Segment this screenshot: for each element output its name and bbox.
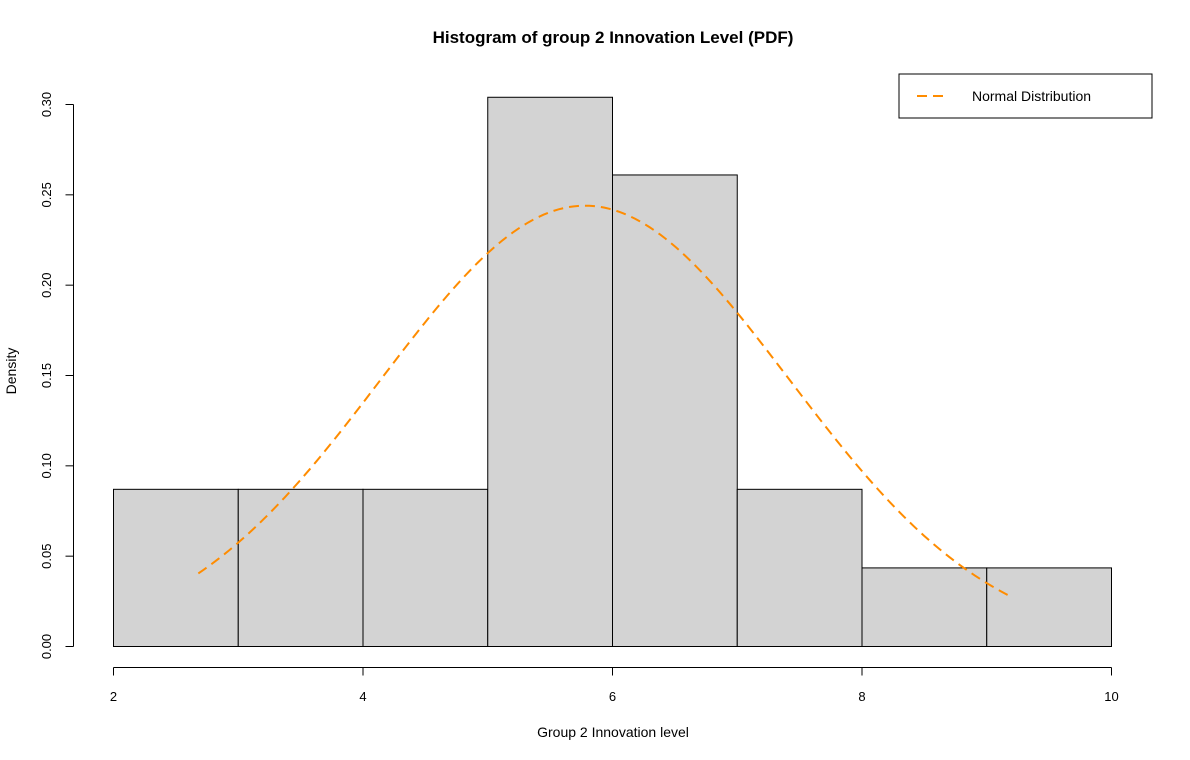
histogram-bar-0 xyxy=(113,488,239,647)
x-tick-label-6: 6 xyxy=(609,689,616,704)
histogram-bar-4 xyxy=(612,174,738,648)
x-axis-label: Group 2 Innovation level xyxy=(537,724,689,740)
y-tick-label-6: 0.30 xyxy=(39,92,54,117)
legend-label-normal-distribution: Normal Distribution xyxy=(972,88,1091,104)
legend: Normal Distribution xyxy=(898,73,1153,119)
y-tick-label-0: 0.00 xyxy=(39,634,54,659)
normal-curve-line xyxy=(197,204,1011,598)
y-axis: 0.00 0.05 0.10 0.15 0.20 0.25 0.30 xyxy=(39,92,74,659)
x-tick-label-4: 4 xyxy=(359,689,366,704)
y-tick-label-4: 0.20 xyxy=(39,273,54,298)
histogram-bar-3 xyxy=(487,96,613,648)
y-tick-label-2: 0.10 xyxy=(39,453,54,478)
y-tick-label-5: 0.25 xyxy=(39,182,54,207)
histogram-bar-1 xyxy=(237,488,364,647)
chart-title: Histogram of group 2 Innovation Level (P… xyxy=(433,28,794,47)
y-tick-label-1: 0.05 xyxy=(39,544,54,569)
normal-curve-group xyxy=(197,204,1011,598)
x-tick-label-8: 8 xyxy=(858,689,865,704)
x-axis: 2 4 6 8 10 xyxy=(110,667,1119,704)
histogram-bar-6 xyxy=(861,567,988,647)
x-tick-label-2: 2 xyxy=(110,689,117,704)
y-axis-label: Density xyxy=(3,348,19,395)
histogram-bar-5 xyxy=(736,488,863,647)
histogram-bar-2 xyxy=(362,488,489,647)
legend-box xyxy=(898,73,1153,119)
histogram-bar-7 xyxy=(986,567,1112,647)
x-tick-label-10: 10 xyxy=(1104,689,1118,704)
histogram-bars xyxy=(113,96,1112,648)
y-tick-label-3: 0.15 xyxy=(39,363,54,388)
